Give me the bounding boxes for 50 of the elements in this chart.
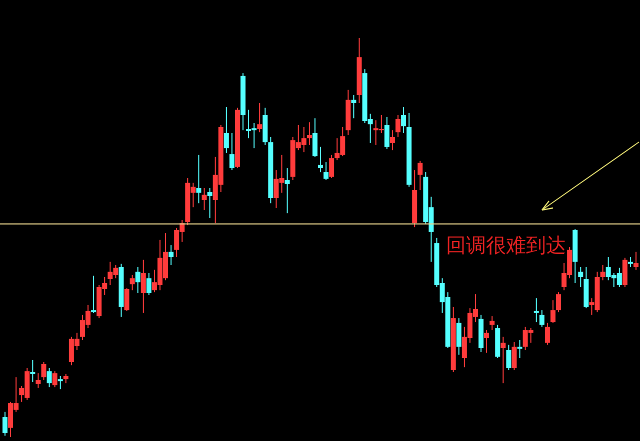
candlestick bbox=[506, 344, 512, 370]
candlestick bbox=[490, 316, 495, 331]
candlestick bbox=[46, 367, 52, 388]
candlestick bbox=[390, 130, 395, 151]
candlestick bbox=[534, 298, 539, 323]
candlestick bbox=[544, 322, 550, 346]
candlestick bbox=[168, 244, 174, 266]
candlestick bbox=[351, 94, 356, 119]
candlestick bbox=[91, 275, 96, 314]
candlestick bbox=[58, 375, 63, 390]
candlestick bbox=[306, 122, 312, 146]
candlestick bbox=[135, 266, 140, 294]
candlestick bbox=[324, 162, 329, 181]
candlestick bbox=[257, 102, 262, 133]
candlestick bbox=[196, 154, 202, 204]
candlestick bbox=[517, 340, 522, 358]
candlestick bbox=[30, 359, 36, 382]
candlestick bbox=[556, 292, 562, 313]
candlestick bbox=[401, 106, 406, 134]
candlestick bbox=[202, 188, 207, 210]
candlestick bbox=[130, 274, 135, 291]
candlestick bbox=[229, 132, 234, 171]
candlestick bbox=[207, 188, 212, 218]
candlestick bbox=[512, 342, 517, 370]
candlestick bbox=[124, 288, 130, 312]
candlestick bbox=[2, 411, 8, 436]
candlestick bbox=[628, 256, 633, 268]
candlestick bbox=[63, 373, 68, 384]
candlestick bbox=[550, 300, 556, 324]
candlestick bbox=[312, 118, 318, 158]
candlestick bbox=[146, 272, 152, 296]
candlestick bbox=[36, 372, 41, 388]
candlestick bbox=[318, 146, 323, 173]
candlestick bbox=[329, 154, 334, 179]
candlestick bbox=[140, 259, 146, 314]
candlestick bbox=[418, 160, 423, 191]
candlestick bbox=[52, 370, 58, 388]
candlestick bbox=[484, 330, 490, 354]
candlestick bbox=[284, 168, 290, 214]
annotation: 回调很难到达 bbox=[446, 233, 566, 257]
candlestick bbox=[384, 116, 390, 150]
candlestick bbox=[634, 251, 638, 270]
candlestick bbox=[41, 361, 46, 380]
candlestick bbox=[224, 106, 229, 154]
candlestick bbox=[600, 264, 606, 281]
candlestick bbox=[456, 318, 462, 356]
candlestick bbox=[500, 336, 506, 384]
candlestick bbox=[395, 114, 400, 138]
candlestick bbox=[539, 310, 544, 328]
candlestick bbox=[578, 266, 584, 288]
